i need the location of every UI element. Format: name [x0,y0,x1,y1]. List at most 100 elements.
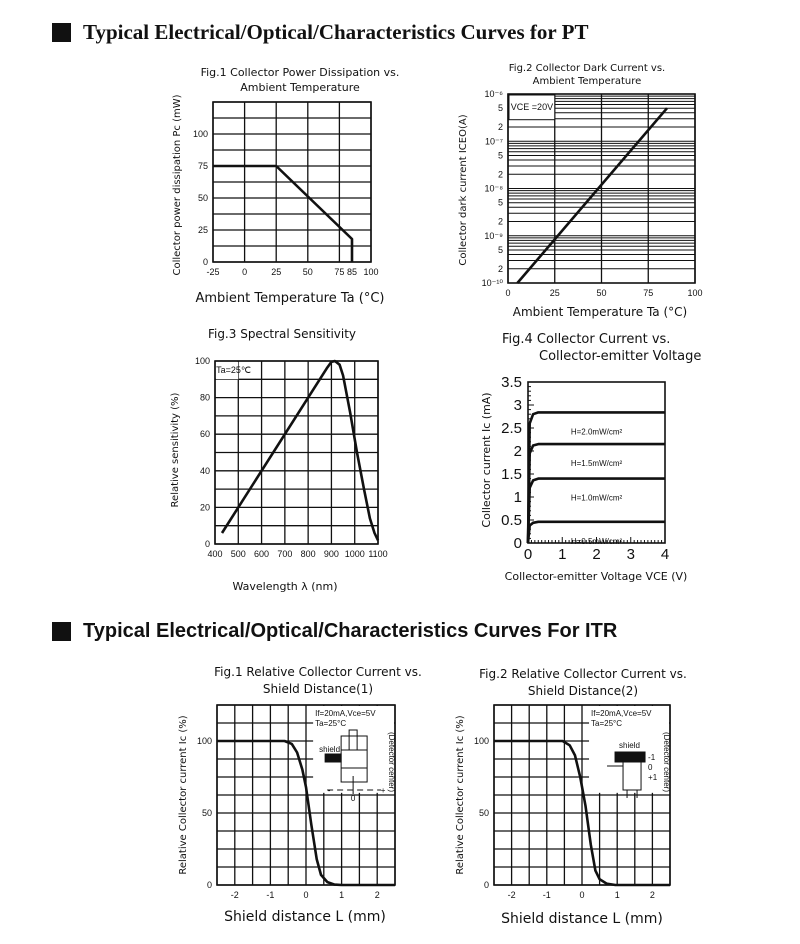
x-tick-label: 0 [505,288,510,298]
y-axis-label: Collector current Ic (mA) [480,392,493,527]
y-axis-label: Relative Collector current Ic (%) [455,715,466,874]
x-tick-label: 400 [207,549,222,559]
chart-title: Shield Distance(2) [528,684,638,698]
y-axis-label: Collector power dissipation Pc (mW) [172,94,183,275]
annotation-box [216,362,239,380]
x-axis-label: Shield distance L (mm) [224,909,386,925]
x-tick-label: -1 [266,890,274,900]
detector-center-label: (Detector center) [387,732,396,792]
x-tick-label: 1 [615,890,620,900]
legend-box [508,94,556,121]
y-axis-label: Relative Collector current Ic (%) [178,715,189,874]
y-tick-label: 25 [198,225,208,235]
y-tick-label: 10⁻⁹ [484,231,503,241]
y-tick-label: 50 [202,808,212,818]
x-tick-label: 25 [271,267,281,277]
series-label: H=1.5mW/cm² [571,459,623,468]
y-tick-label: 5 [498,198,503,208]
chart-title: Fig.1 Relative Collector Current vs. [214,665,422,679]
series-line [494,739,670,887]
x-tick-label: 1000 [345,549,365,559]
shield-label: shield [319,745,340,754]
chart-title: Fig.3 Spectral Sensitivity [208,327,356,341]
series-line [213,164,354,262]
x-tick-label: 0 [524,546,532,563]
chart-title: Ambient Temperature [533,76,642,87]
section-title-itr: Typical Electrical/Optical/Characteristi… [83,620,618,642]
x-tick-label: 1 [339,890,344,900]
y-tick-label: 3 [514,397,522,414]
series-line [220,359,380,541]
x-tick-label: 800 [301,549,316,559]
test-conditions: If=20mA,Vce=5V [591,709,652,718]
chart-title: Fig.2 Relative Collector Current vs. [479,667,687,681]
x-axis-label: Ambient Temperature Ta (°C) [513,305,687,319]
shield-block [324,753,342,763]
y-tick-label: 50 [198,193,208,203]
x-axis-label: Wavelength λ (nm) [232,580,337,593]
x-tick-label: 2 [375,890,380,900]
inset-axis-label: +1 [648,773,658,782]
y-tick-label: 2 [498,217,503,227]
chart-title: Collector-emitter Voltage [539,349,701,364]
y-tick-label: 1.5 [501,466,522,483]
sensor-diagram-icon [607,751,646,798]
series-line [526,411,665,544]
plot-frame [493,704,671,886]
shield-block [614,751,646,763]
series-line [217,739,395,887]
y-tick-label: 5 [498,150,503,160]
y-tick-label: 0 [207,880,212,890]
x-tick-label: 0 [242,267,247,277]
y-tick-label: 100 [193,129,208,139]
x-tick-label: 600 [254,549,269,559]
y-tick-label: 100 [197,736,212,746]
y-tick-label: 2 [498,169,503,179]
chart-5: Fig.1 Relative Collector Current vs. Shie… [178,665,422,925]
inset-axis-label: - [328,786,331,795]
y-tick-label: 10⁻⁷ [485,136,503,146]
chart-2: Fig.2 Collector Dark Current vs. Ambient … [458,63,703,319]
inset-axis-label: 0 [648,763,653,772]
chart-1: Fig.1 Collector Power Dissipation vs. Amb… [172,66,399,306]
series-label: H=0.5mW/cm² [571,537,623,546]
y-tick-label: 40 [200,466,210,476]
y-tick-label: 0 [205,539,210,549]
sensor-body [622,759,642,791]
y-axis-label: Collector dark current ICEO(A) [458,114,469,265]
x-axis-label: Collector-emitter Voltage VCE (V) [505,570,688,583]
y-tick-label: 80 [200,393,210,403]
test-conditions: If=20mA,Vce=5V [315,709,376,718]
x-tick-label: 700 [277,549,292,559]
series-label: H=1.0mW/cm² [571,494,623,503]
y-axis-label: Relative sensitivity (%) [170,392,181,507]
y-tick-label: 2.5 [501,420,522,437]
chart-title: Fig.1 Collector Power Dissipation vs. [201,66,400,79]
inset-axis-label: 0 [351,794,356,803]
x-tick-label: 900 [324,549,339,559]
x-tick-label: 100 [363,267,378,277]
y-tick-label: 10⁻⁶ [485,89,504,99]
section-header-itr: Typical Electrical/Optical/Characteristi… [52,620,617,643]
x-tick-label: -25 [206,267,219,277]
inset-axis-label: -1 [648,753,656,762]
x-tick-label: 50 [596,288,606,298]
y-tick-label: 3.5 [501,374,522,391]
x-tick-label: 85 [347,267,357,277]
test-conditions: Ta=25°C [315,719,346,728]
series-line [526,477,665,544]
x-tick-label: 0 [579,890,584,900]
section-header-pt: Typical Electrical/Optical/Characteristi… [52,20,588,45]
y-tick-label: 50 [479,808,489,818]
x-tick-label: -2 [508,890,516,900]
x-tick-label: -2 [231,890,239,900]
y-tick-label: 2 [514,443,522,460]
y-tick-label: 2 [498,122,503,132]
y-tick-label: 2 [498,264,503,274]
y-tick-label: 20 [200,502,210,512]
x-axis-label: Ambient Temperature Ta (°C) [196,291,385,306]
x-tick-label: 25 [550,288,560,298]
chart-title: Shield Distance(1) [263,682,373,696]
chart-6: Fig.2 Relative Collector Current vs. Shie… [455,667,687,927]
